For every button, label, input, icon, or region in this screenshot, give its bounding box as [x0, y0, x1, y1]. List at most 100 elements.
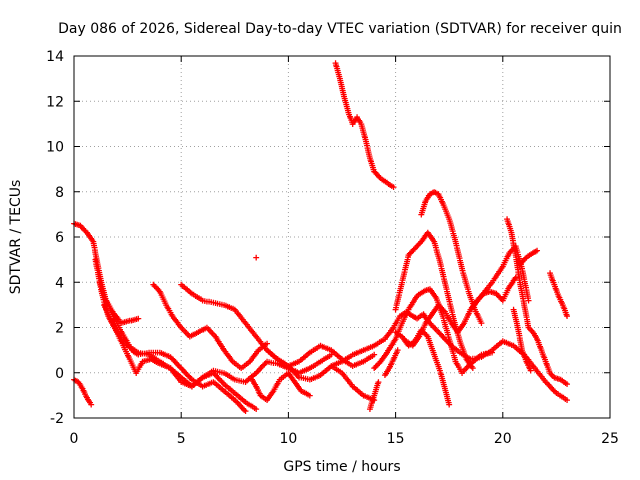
series-track-18: ++++++++++++++++++++++++++++++++++++++++…: [467, 240, 532, 316]
data-point-marker: +: [413, 241, 420, 254]
data-point-marker: +: [265, 345, 272, 358]
data-point-marker: +: [102, 292, 109, 305]
data-point-marker: +: [175, 318, 182, 331]
data-point-marker: +: [512, 249, 519, 262]
data-point-marker: +: [333, 348, 340, 361]
data-point-marker: +: [103, 302, 110, 315]
data-point-marker: +: [306, 389, 313, 402]
data-point-marker: +: [219, 376, 226, 389]
data-point-marker: +: [314, 357, 321, 370]
data-point-marker: +: [249, 352, 256, 365]
data-point-marker: +: [422, 327, 429, 340]
data-point-marker: +: [275, 375, 282, 388]
data-point-marker: +: [172, 369, 179, 382]
data-point-marker: +: [169, 310, 176, 323]
data-point-marker: +: [376, 336, 383, 349]
data-point-marker: +: [505, 248, 512, 261]
data-point-marker: +: [215, 372, 222, 385]
data-point-marker: +: [542, 353, 549, 366]
data-point-marker: +: [186, 377, 193, 390]
data-point-marker: +: [181, 324, 188, 337]
data-point-marker: +: [403, 257, 410, 270]
data-point-marker: +: [373, 338, 380, 351]
data-point-marker: +: [361, 129, 368, 142]
data-point-marker: +: [415, 311, 422, 324]
data-point-marker: +: [450, 341, 457, 354]
data-point-marker: +: [429, 342, 436, 355]
data-point-marker: +: [440, 331, 447, 344]
data-point-marker: +: [114, 328, 121, 341]
data-point-marker: +: [312, 358, 319, 371]
data-point-marker: +: [379, 173, 386, 186]
data-point-marker: +: [295, 380, 302, 393]
data-point-marker: +: [167, 362, 174, 375]
data-point-marker: +: [454, 243, 461, 256]
data-point-marker: +: [190, 374, 197, 387]
data-point-marker: +: [197, 325, 204, 338]
data-point-marker: +: [103, 304, 110, 317]
data-point-marker: +: [115, 327, 122, 340]
data-point-marker: +: [512, 311, 519, 324]
data-point-marker: +: [373, 383, 380, 396]
data-point-marker: +: [212, 330, 219, 343]
data-point-marker: +: [435, 249, 442, 262]
data-point-marker: +: [496, 337, 503, 350]
data-point-marker: +: [264, 337, 271, 350]
data-point-marker: +: [473, 352, 480, 365]
data-point-marker: +: [116, 331, 123, 344]
data-point-marker: +: [444, 390, 451, 403]
data-point-marker: +: [208, 376, 215, 389]
data-point-marker: +: [243, 358, 250, 371]
data-point-marker: +: [400, 315, 407, 328]
data-point-marker: +: [395, 290, 402, 303]
data-point-marker: +: [206, 368, 213, 381]
data-point-marker: +: [549, 382, 556, 395]
data-point-marker: +: [96, 274, 103, 287]
data-point-marker: +: [431, 289, 438, 302]
data-point-marker: +: [260, 340, 267, 353]
data-point-marker: +: [427, 338, 434, 351]
data-point-marker: +: [356, 114, 363, 127]
data-point-marker: +: [467, 289, 474, 302]
data-point-marker: +: [95, 266, 102, 279]
data-point-marker: +: [443, 322, 450, 335]
data-point-marker: +: [482, 347, 489, 360]
data-point-marker: +: [196, 292, 203, 305]
data-point-marker: +: [136, 361, 143, 374]
data-point-marker: +: [328, 360, 335, 373]
data-point-marker: +: [469, 297, 476, 310]
data-point-marker: +: [465, 307, 472, 320]
data-point-marker: +: [82, 388, 89, 401]
data-point-marker: +: [99, 282, 106, 295]
data-point-marker: +: [515, 325, 522, 338]
data-point-marker: +: [417, 328, 424, 341]
data-point-marker: +: [443, 283, 450, 296]
data-point-marker: +: [431, 237, 438, 250]
data-point-marker: +: [91, 239, 98, 252]
data-point-marker: +: [366, 149, 373, 162]
data-point-marker: +: [208, 326, 215, 339]
data-point-marker: +: [538, 344, 545, 357]
data-point-marker: +: [409, 296, 416, 309]
series-track-21: +++++++++++++: [517, 244, 541, 271]
data-point-marker: +: [192, 377, 199, 390]
data-point-marker: +: [437, 191, 444, 204]
data-point-marker: +: [195, 375, 202, 388]
data-point-marker: +: [403, 307, 410, 320]
data-point-marker: +: [292, 365, 299, 378]
data-point-marker: +: [156, 285, 163, 298]
data-point-marker: +: [239, 393, 246, 406]
data-point-marker: +: [248, 399, 255, 412]
data-point-marker: +: [109, 316, 116, 329]
data-point-marker: +: [146, 353, 153, 366]
data-point-marker: +: [428, 187, 435, 200]
data-point-marker: +: [179, 363, 186, 376]
data-point-marker: +: [393, 301, 400, 314]
data-point-marker: +: [522, 252, 529, 265]
data-point-marker: +: [96, 272, 103, 285]
data-point-marker: +: [445, 210, 452, 223]
data-point-marker: +: [546, 364, 553, 377]
data-point-marker: +: [280, 356, 287, 369]
data-point-marker: +: [246, 355, 253, 368]
data-point-marker: +: [178, 375, 185, 388]
